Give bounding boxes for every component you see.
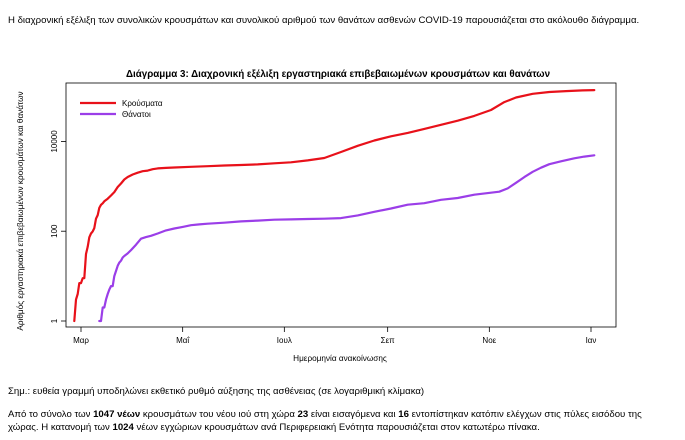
x-axis: Μαρ Μαΐ Ιουλ Σεπ Νοε Ιαν <box>73 327 596 345</box>
legend-label-cases: Κρούσματα <box>122 99 163 108</box>
y-tick-label: 1 <box>50 318 59 323</box>
series-line-deaths <box>98 154 596 323</box>
x-tick-label: Νοε <box>482 336 496 345</box>
x-tick-label: Σεπ <box>381 336 396 345</box>
y-axis: 1 100 10000 <box>50 130 66 323</box>
series-line-cases <box>73 89 596 323</box>
summary-text-5: νέων εγχώριων κρουσμάτων ανά Περιφερειακ… <box>133 422 540 433</box>
summary-imported-cases: 23 <box>297 409 309 420</box>
plot-frame <box>65 82 617 328</box>
x-tick-label: Ιουλ <box>277 336 292 345</box>
x-tick-label: Ιαν <box>586 336 597 345</box>
x-axis-label: Ημερομηνία ανακοίνωσης <box>293 354 387 363</box>
intro-paragraph: Η διαχρονική εξέλιξη των συνολικών κρουσ… <box>8 15 640 26</box>
summary-border-cases: 16 <box>398 409 409 420</box>
summary-text-1: Από το σύνολο των <box>8 409 94 420</box>
legend-label-deaths: Θάνατοι <box>122 110 151 119</box>
chart-title: Διάγραμμα 3: Διαχρονική εξέλιξη εργαστηρ… <box>126 69 551 80</box>
x-tick-label: Μαρ <box>73 336 89 345</box>
note-paragraph: Σημ.: ευθεία γραμμή υποδηλώνει εκθετικό … <box>8 386 425 397</box>
summary-domestic-cases: 1024 <box>112 422 134 433</box>
y-axis-label: Αριθμός εργαστηριακά επιβεβαιωμένων κρου… <box>16 91 25 330</box>
summary-paragraph: Από το σύνολο των 1047 νέων κρουσμάτων τ… <box>8 408 668 434</box>
plot-lines <box>73 89 596 323</box>
y-tick-label: 100 <box>50 224 59 238</box>
summary-new-cases: 1047 νέων <box>93 409 141 420</box>
summary-text-2: κρουσμάτων του νέου ιού στη χώρα <box>140 409 298 420</box>
summary-text-3: είναι εισαγόμενα και <box>308 409 399 420</box>
x-tick-label: Μαΐ <box>176 336 190 345</box>
legend: Κρούσματα Θάνατοι <box>80 99 163 119</box>
summary-text-4: εντοπίστηκαν κατόπιν ελέγχων στις πύλες … <box>8 409 642 433</box>
y-tick-label: 10000 <box>50 130 59 153</box>
